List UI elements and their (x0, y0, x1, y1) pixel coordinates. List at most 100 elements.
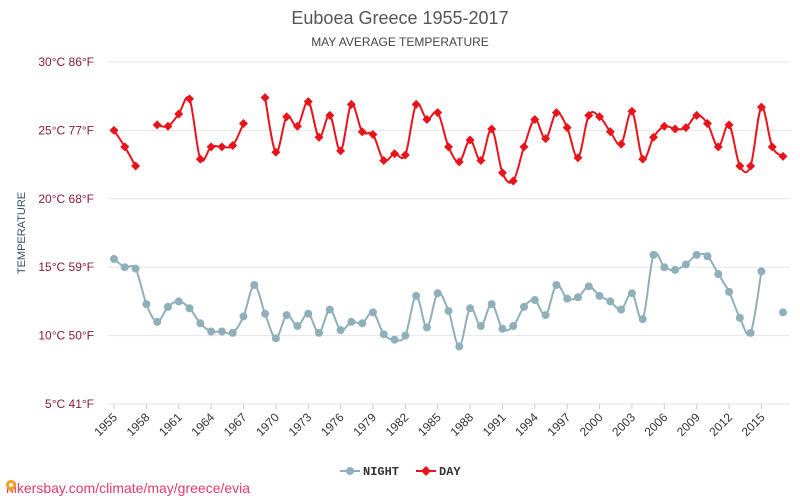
day-point (368, 130, 378, 140)
day-point (562, 123, 572, 133)
x-tick-label: 1985 (415, 410, 444, 439)
day-point (778, 151, 788, 161)
day-point (357, 127, 367, 137)
day-point (713, 142, 723, 152)
night-point (293, 322, 302, 331)
night-point (142, 300, 151, 309)
x-tick-label: 1970 (253, 410, 282, 439)
day-point (735, 161, 745, 171)
y-tick-label: 30°C 86°F (38, 55, 94, 69)
night-point (261, 309, 270, 318)
night-point (466, 304, 475, 313)
night-point (153, 317, 162, 326)
y-axis-label: TEMPERATURE (16, 192, 28, 274)
day-point (702, 119, 712, 129)
x-tick-label: 1994 (512, 410, 541, 439)
day-point (325, 110, 335, 120)
night-point (304, 309, 313, 318)
night-point (217, 327, 226, 336)
day-point (605, 127, 615, 137)
night-point (271, 334, 280, 343)
night-point (110, 254, 118, 263)
legend-day-marker-icon (421, 466, 431, 476)
night-point (757, 267, 766, 276)
night-point (498, 324, 507, 333)
x-tick-label: 2009 (674, 410, 703, 439)
day-point (303, 97, 313, 107)
day-point (767, 142, 777, 152)
night-point (627, 289, 636, 298)
day-point (476, 155, 486, 165)
x-tick-label: 1979 (350, 410, 379, 439)
day-point (379, 155, 389, 165)
x-tick-label: 1991 (480, 410, 509, 439)
x-tick-label: 1958 (124, 410, 153, 439)
x-tick-label: 1961 (156, 410, 185, 439)
night-point (422, 323, 431, 332)
day-point (400, 150, 410, 160)
day-point (120, 142, 130, 152)
x-axis-ticks: 1955 1958 1961 1964 1967 1970 1973 1976 1979 1982… (91, 404, 768, 439)
night-point (638, 315, 647, 324)
night-point (530, 296, 539, 305)
night-point (714, 270, 723, 279)
night-point (595, 291, 604, 300)
night-point (692, 250, 701, 259)
day-point (541, 134, 551, 144)
legend-night-label: NIGHT (363, 465, 399, 479)
x-tick-label: 2015 (739, 410, 768, 439)
x-tick-label: 1973 (286, 410, 315, 439)
night-point (681, 260, 690, 269)
source-link[interactable]: hikersbay.com/climate/may/greece/evia (6, 480, 250, 496)
night-point (476, 322, 485, 331)
gridlines (108, 61, 790, 405)
night-point (347, 317, 356, 326)
day-point (163, 121, 173, 131)
day-point (411, 99, 421, 109)
night-point (746, 328, 755, 337)
day-point (454, 157, 464, 167)
y-tick-label: 25°C 77°F (38, 123, 94, 137)
night-point (444, 306, 453, 315)
x-tick-label: 2006 (642, 410, 671, 439)
night-point (455, 342, 464, 351)
night-point (282, 311, 291, 320)
y-axis-ticks: 30°C 86°F 25°C 77°F 20°C 68°F 15°C 59°F 10°C… (38, 55, 94, 411)
day-point (444, 142, 453, 152)
day-point (206, 142, 216, 152)
x-tick-label: 1964 (188, 410, 217, 439)
x-tick-label: 1988 (447, 410, 476, 439)
night-point (325, 305, 334, 314)
chart-subtitle: MAY AVERAGE TEMPERATURE (311, 35, 489, 49)
legend-item-day[interactable]: DAY (416, 465, 461, 479)
legend-item-night[interactable]: NIGHT (340, 465, 399, 479)
day-point (508, 176, 518, 186)
night-point (725, 287, 734, 296)
day-point (670, 124, 680, 134)
night-point (703, 252, 712, 261)
night-point (207, 327, 216, 336)
day-point (638, 154, 648, 164)
legend[interactable]: NIGHT DAY (340, 465, 461, 479)
night-point (412, 291, 421, 300)
day-point (390, 149, 400, 159)
night-point (552, 280, 561, 289)
night-point (649, 250, 658, 259)
night-point (358, 319, 367, 328)
day-point (573, 153, 583, 163)
day-point (314, 132, 324, 142)
night-point (433, 289, 442, 298)
day-point (659, 121, 669, 131)
day-point (584, 110, 594, 120)
source-link-text[interactable]: hikersbay.com/climate/may/greece/evia (6, 480, 251, 496)
day-point (195, 154, 205, 164)
day-point (174, 109, 184, 119)
night-point (185, 304, 194, 313)
day-point (217, 142, 227, 152)
x-tick-label: 1997 (545, 410, 574, 439)
y-tick-label: 5°C 41°F (45, 397, 94, 411)
night-point (250, 280, 259, 289)
night-point (390, 335, 399, 344)
day-point (282, 112, 292, 122)
